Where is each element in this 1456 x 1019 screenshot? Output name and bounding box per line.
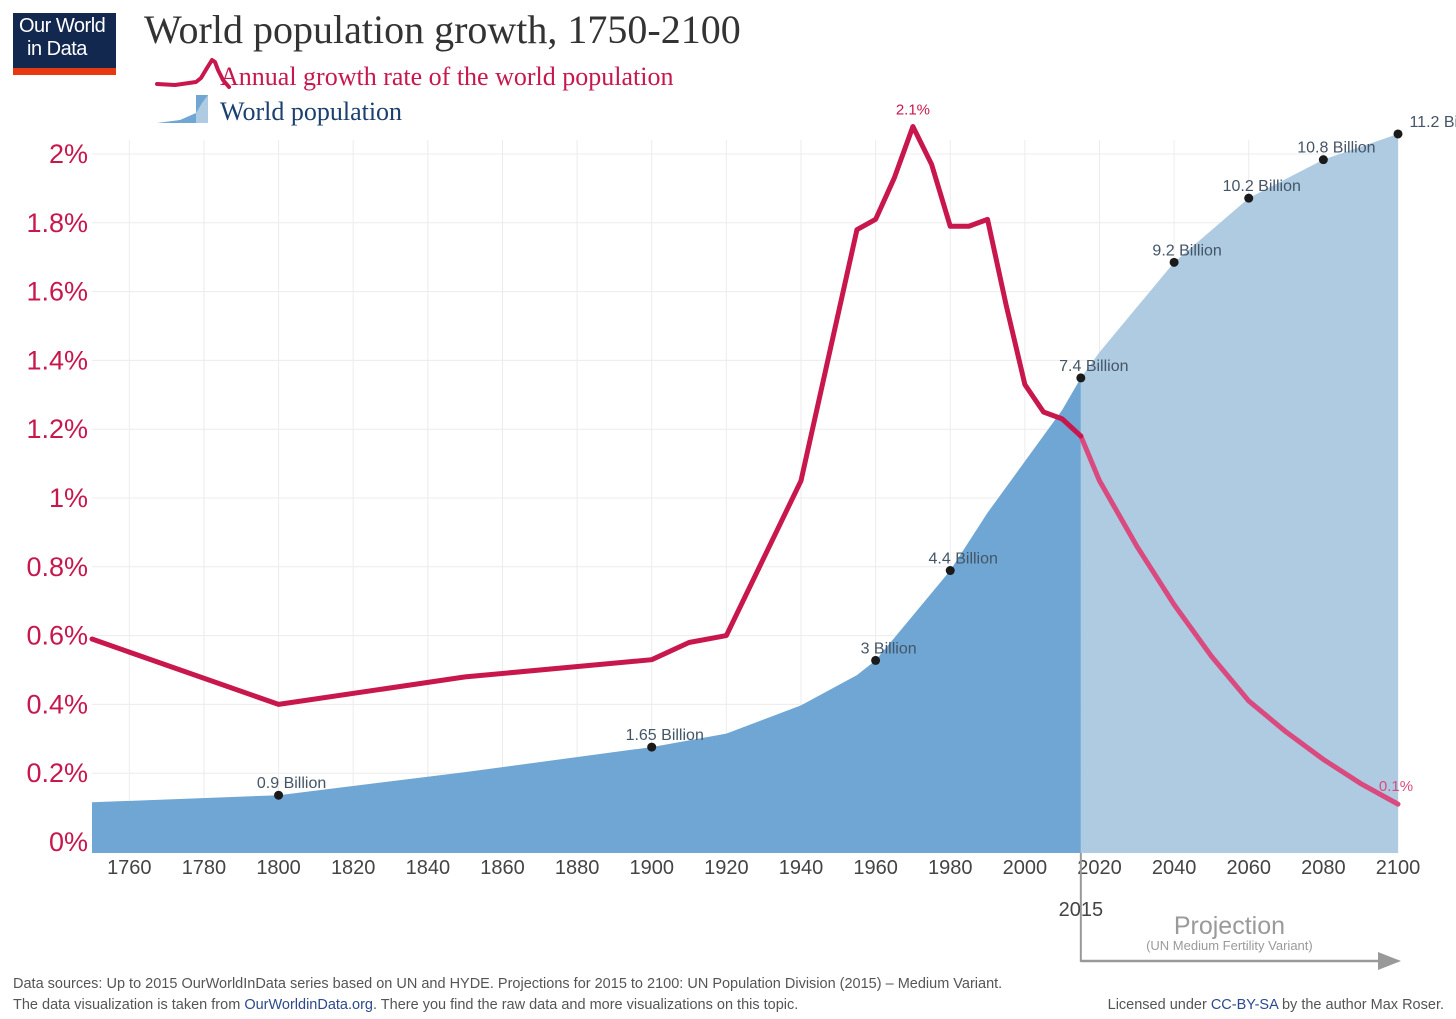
x-tick-label: 2080 [1301,857,1346,879]
population-point [1318,155,1328,165]
x-tick-label: 1980 [928,857,973,879]
population-value-label: 7.4 Billion [1059,358,1128,375]
x-tick-label: 2060 [1226,857,1271,879]
x-tick-label: 1860 [480,857,525,879]
legend-world-population: World population [220,97,403,126]
logo-line-2: in Data [27,38,87,60]
license-suffix: by the author Max Roser. [1277,997,1444,1013]
x-tick-label: 1820 [331,857,376,879]
population-point [1393,129,1403,139]
logo-accent-bar [13,68,116,75]
x-tick-label: 1780 [182,857,227,879]
x-tick-label: 2020 [1077,857,1122,879]
population-point [945,566,955,576]
x-tick-label: 1960 [853,857,898,879]
legend-growth-rate: Annual growth rate of the world populati… [220,62,674,91]
population-value-label: 1.65 Billion [626,727,704,744]
y-tick-label: 1.8% [26,208,88,238]
population-point [1244,193,1254,203]
population-value-label: 11.2 Billion [1409,114,1456,131]
x-tick-label: 1800 [256,857,301,879]
growth-rate-lines [89,123,1401,807]
license-note: Licensed under CC-BY-SA by the author Ma… [1108,997,1444,1013]
projection-arrow-head [1378,952,1401,970]
population-area-projection [1080,133,1398,853]
logo-line-1: Our World [19,15,106,37]
x-tick-label: 1920 [704,857,749,879]
x-tick-label: 2100 [1376,857,1421,879]
growth-line-projection [1078,433,1401,807]
owid-link[interactable]: OurWorldinData.org [244,997,373,1013]
y-tick-label: 2% [49,139,88,169]
projection-title: Projection [1174,912,1285,940]
projection-annotation: 2015 Projection (UN Medium Fertility Var… [1059,853,1401,970]
population-value-label: 10.8 Billion [1297,140,1375,157]
chart-title: World population growth, 1750-2100 [144,7,741,52]
growth-value-label: 0.1% [1379,778,1413,795]
legend-icons [155,58,231,123]
x-tick-label: 1940 [779,857,824,879]
footer-attribution-suffix: . There you find the raw data and more v… [373,997,799,1013]
projection-subtitle: (UN Medium Fertility Variant) [1146,938,1313,953]
population-point [871,655,881,665]
y-tick-label: 1.4% [26,345,88,375]
y-tick-label: 1.2% [26,414,88,444]
population-point [274,790,284,800]
license-prefix: Licensed under [1107,997,1211,1013]
license-link[interactable]: CC-BY-SA [1210,997,1278,1013]
footer-attribution-prefix: The data visualization is taken from [13,997,245,1013]
y-tick-label: 0.8% [26,552,88,582]
y-axis-ticks: 0% 0.2% 0.4% 0.6% 0.8% 1% 1.2% 1.4% 1.6% 1.8% 2% [26,139,88,857]
x-tick-label: 1760 [107,857,152,879]
y-tick-label: 0.4% [26,689,88,719]
x-axis-ticks: 1760 1780 1800 1820 1840 1860 1880 1900 1920 1940… [107,857,1420,879]
population-value-label: 10.2 Billion [1223,178,1301,195]
data-sources-note: Data sources: Up to 2015 OurWorldInData … [13,976,1003,992]
x-tick-label: 1900 [629,857,674,879]
y-tick-label: 1% [49,483,88,513]
x-tick-label: 2000 [1003,857,1048,879]
population-value-label: 9.2 Billion [1152,242,1221,259]
population-point [1076,373,1086,383]
population-value-label: 4.4 Billion [929,551,998,568]
growth-rate-labels: 2.1% 0.1% [896,101,1413,795]
population-labels: 0.9 Billion 1.65 Billion 3 Billion 4.4 Bill… [257,114,1456,800]
y-tick-label: 0% [49,827,88,857]
x-tick-label: 2040 [1152,857,1197,879]
population-projection-legend-icon [196,95,208,123]
population-legend-icon [157,95,208,123]
population-value-label: 0.9 Billion [257,775,326,792]
population-point [647,742,657,752]
growth-line-historical [89,123,1084,707]
y-tick-label: 1.6% [26,277,88,307]
projection-year-label: 2015 [1059,899,1104,921]
population-point [1169,257,1179,267]
growth-legend-icon [155,58,231,89]
population-value-label: 3 Billion [861,640,917,657]
y-tick-label: 0.2% [26,758,88,788]
x-tick-label: 1840 [406,857,451,879]
our-world-in-data-logo[interactable]: Our World in Data [13,13,116,75]
y-tick-label: 0.6% [26,621,88,651]
population-areas [92,133,1398,853]
growth-value-label: 2.1% [896,101,930,118]
x-tick-label: 1880 [555,857,600,879]
population-area-historical [92,377,1081,853]
footer-attribution: The data visualization is taken from Our… [13,997,798,1013]
